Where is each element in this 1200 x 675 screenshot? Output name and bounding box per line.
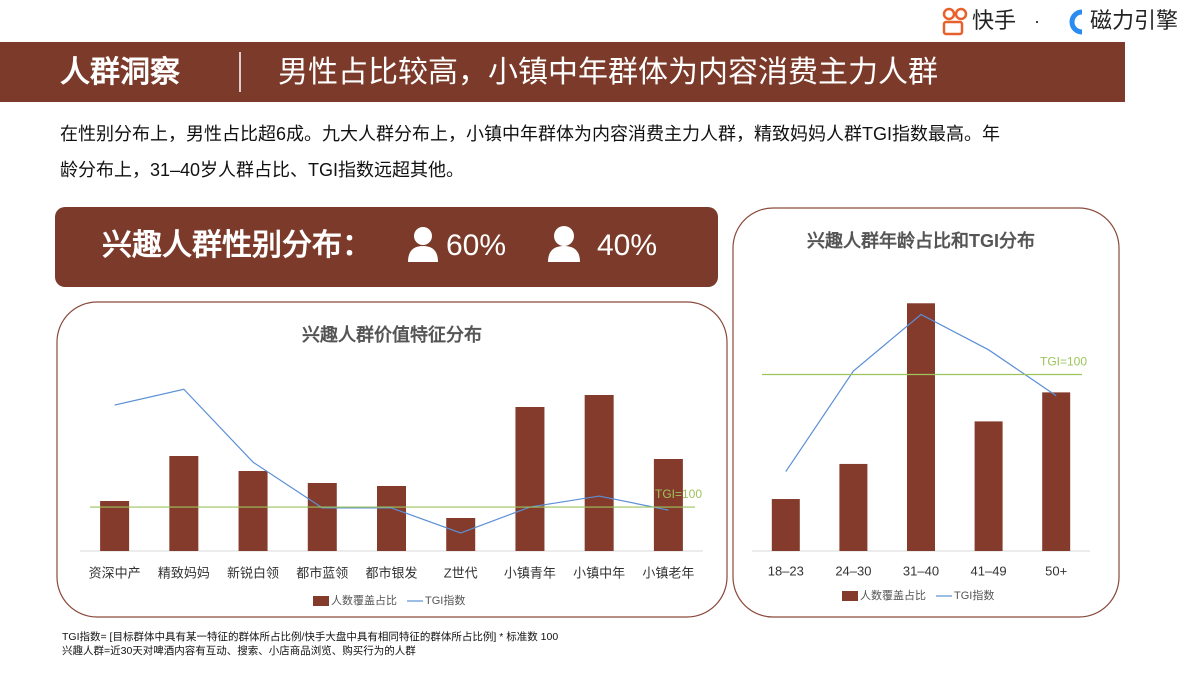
bar: [100, 501, 130, 551]
legend-label: 人数覆盖占比: [860, 588, 926, 602]
bar: [584, 395, 614, 551]
bar: [169, 456, 199, 551]
bar: [446, 518, 476, 551]
bar: [653, 459, 683, 551]
chart-title: 兴趣人群年龄占比和TGI分布: [807, 230, 1035, 251]
gender-title: 兴趣人群性别分布：: [102, 229, 372, 262]
bar: [839, 463, 868, 551]
logo-icon: [1069, 9, 1083, 35]
x-tick-label: 小镇老年: [642, 565, 694, 580]
bar: [974, 421, 1003, 551]
bar: [515, 407, 545, 551]
x-tick-label: 小镇青年: [504, 565, 556, 580]
header-bar: [0, 42, 1125, 102]
intro-line: 龄分布上，31–40岁人群占比、TGI指数远超其他。: [60, 160, 464, 180]
gender-box: [55, 207, 718, 287]
legend-swatch: [842, 591, 858, 601]
reference-label: TGI=100: [655, 487, 702, 501]
x-tick-label: 41–49: [971, 563, 1007, 578]
male-share: 60%: [446, 229, 506, 262]
tgi-line: [785, 313, 1057, 472]
x-tick-label: 都市蓝领: [296, 565, 348, 580]
legend-label: 人数覆盖占比: [331, 593, 397, 607]
logo-brand: 快手: [972, 8, 1016, 33]
tgi-line: [114, 388, 669, 534]
x-tick-label: 都市银发: [365, 565, 417, 580]
chart-title: 兴趣人群价值特征分布: [302, 324, 482, 345]
x-tick-label: 50+: [1045, 563, 1067, 578]
bar: [307, 483, 337, 551]
reference-label: TGI=100: [1040, 355, 1087, 369]
female-share: 40%: [597, 229, 657, 262]
female-icon: [548, 226, 580, 262]
legend-label: TGI指数: [425, 593, 465, 607]
logo: 快手 · 磁力引擎: [942, 7, 1178, 36]
legend-swatch: [313, 596, 329, 606]
x-tick-label: 24–30: [835, 563, 871, 578]
x-tick-label: 小镇中年: [573, 565, 625, 580]
chart-panel: [56, 301, 728, 618]
logo-separator: ·: [1034, 11, 1040, 31]
bar: [1042, 392, 1071, 551]
logo-icon: [942, 20, 964, 36]
header-subtitle: 男性占比较高，小镇中年群体为内容消费主力人群: [278, 56, 938, 89]
x-tick-label: 新锐白领: [227, 565, 279, 580]
footnote: 兴趣人群=近30天对啤酒内容有互动、搜索、小店商品浏览、购买行为的人群: [62, 644, 416, 657]
intro-line: 在性别分布上，男性占比超6成。九大人群分布上，小镇中年群体为内容消费主力人群，精…: [60, 124, 1000, 144]
x-tick-label: 资深中产: [89, 565, 141, 580]
bar: [771, 499, 800, 551]
x-tick-label: Z世代: [444, 565, 478, 580]
x-tick-label: 精致妈妈: [158, 565, 210, 580]
chart-panel: [732, 207, 1120, 618]
bar: [377, 486, 406, 551]
x-tick-label: 18–23: [768, 563, 804, 578]
x-tick-label: 31–40: [903, 563, 939, 578]
male-icon: [408, 227, 438, 262]
logo-icon: [954, 7, 968, 21]
footnote: TGI指数= [目标群体中具有某一特征的群体所占比例/快手大盘中具有相同特征的群…: [62, 630, 558, 643]
logo-product: 磁力引擎: [1090, 8, 1178, 33]
bar: [238, 471, 268, 551]
logo-icon: [942, 7, 956, 21]
header-title: 人群洞察: [60, 55, 181, 89]
bar: [907, 303, 935, 551]
legend-label: TGI指数: [954, 588, 994, 602]
